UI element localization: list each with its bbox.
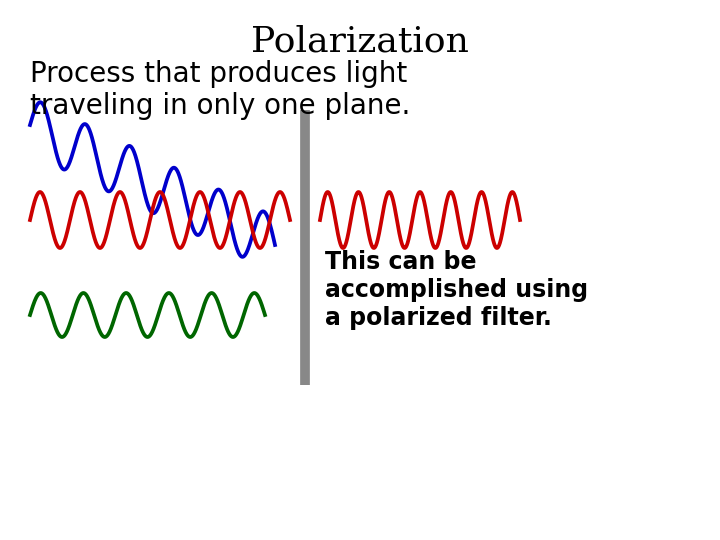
Text: This can be
accomplished using
a polarized filter.: This can be accomplished using a polariz… xyxy=(325,250,588,329)
Text: Process that produces light
traveling in only one plane.: Process that produces light traveling in… xyxy=(30,60,410,120)
Text: Polarization: Polarization xyxy=(251,25,469,59)
